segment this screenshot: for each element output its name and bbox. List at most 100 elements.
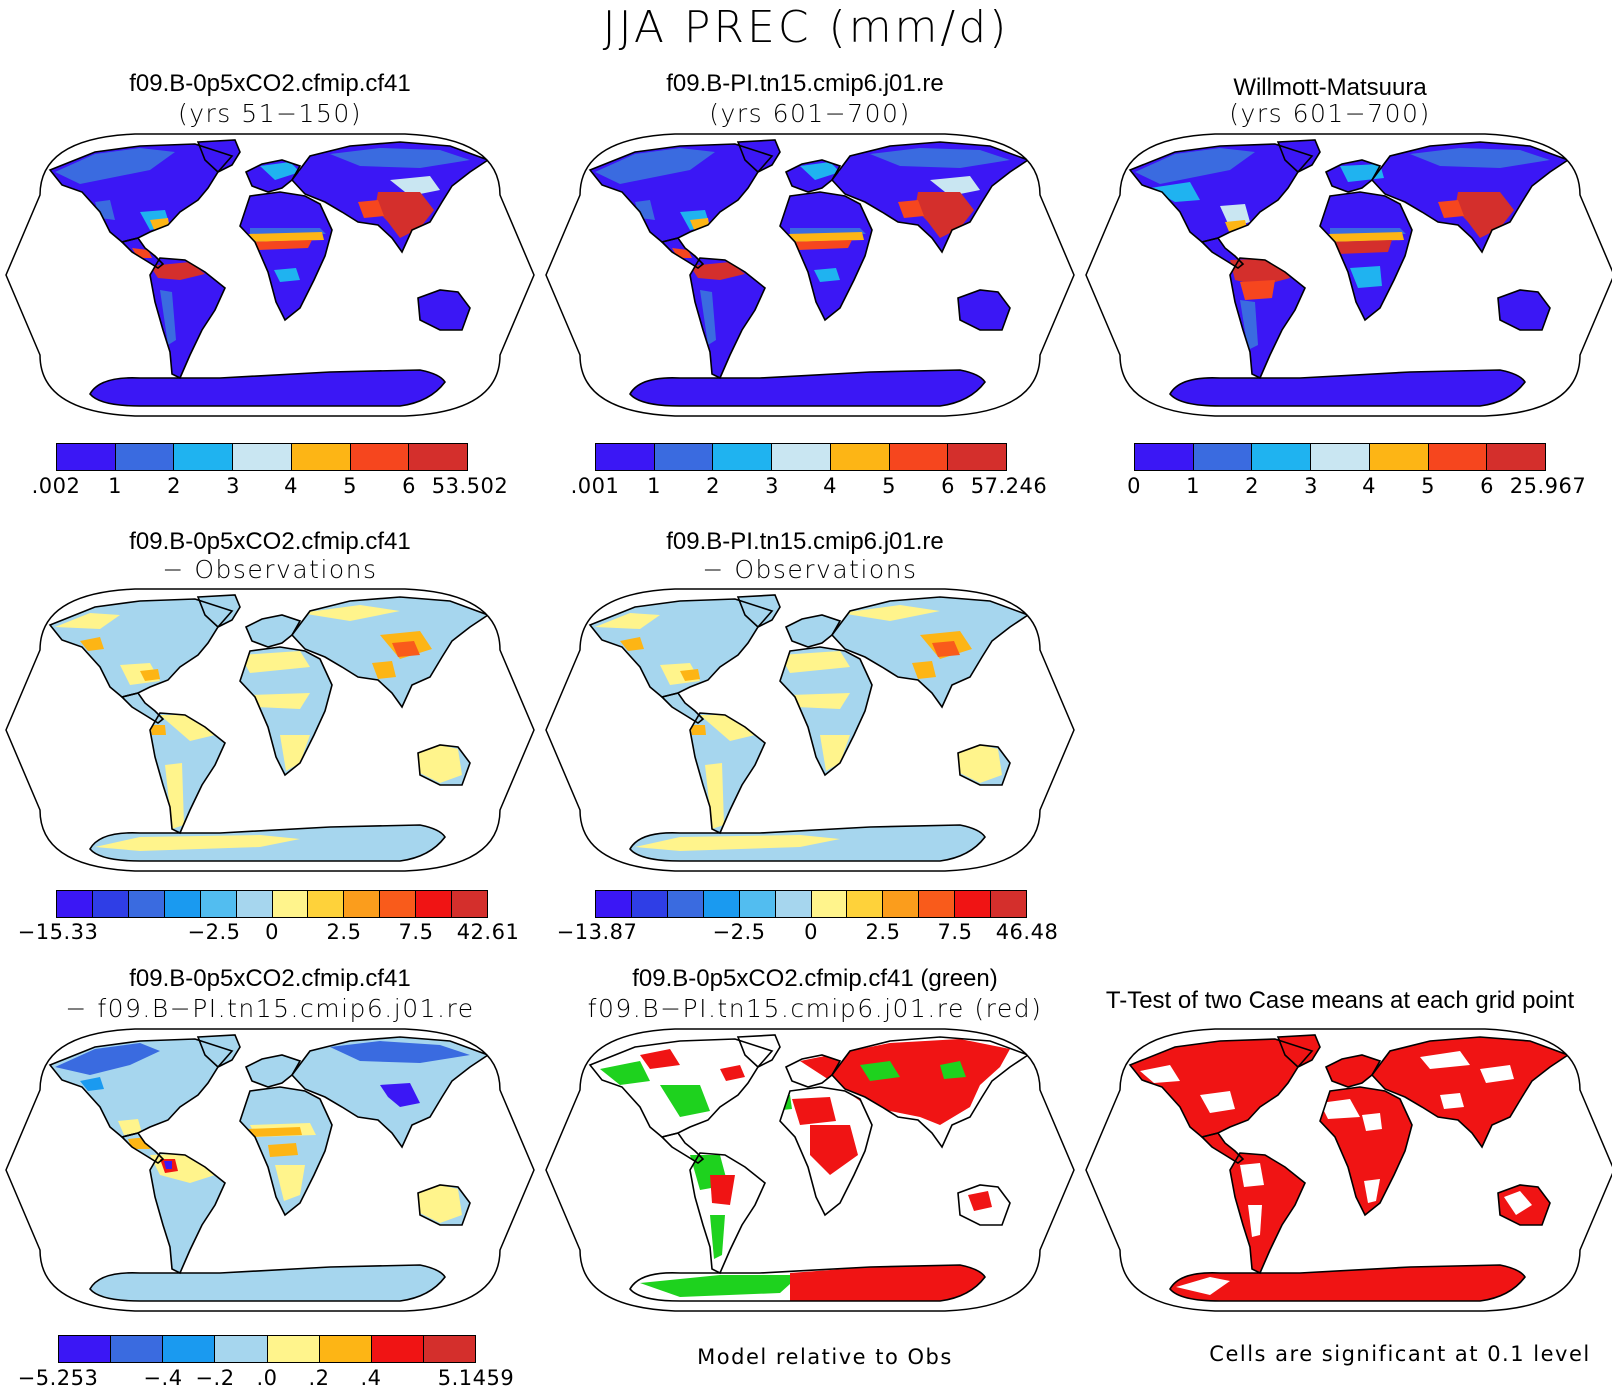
precip-region [80, 637, 104, 651]
colorbar-swatch [889, 444, 949, 470]
precip-region [1480, 1065, 1514, 1083]
precip-region [358, 200, 384, 218]
colorbar-swatch [811, 891, 848, 917]
coastline-au [1497, 1184, 1551, 1226]
map-frame [545, 1028, 1075, 1312]
panel-5-title: f09.B-PI.tn15.cmip6.j01.re [666, 528, 944, 555]
coastline-af [779, 191, 873, 322]
colorbar-4-label: −2.5 [187, 920, 241, 944]
coastline-an [629, 824, 986, 862]
coastline-gr [1276, 139, 1321, 173]
coastline-sa [149, 257, 226, 380]
colorbar-4-label: −15.33 [17, 920, 99, 944]
continent-as [1372, 1037, 1568, 1147]
coastline-af [239, 646, 333, 777]
colorbar-swatch [772, 444, 831, 470]
coastline-an [1169, 1264, 1526, 1302]
precip-region [55, 1043, 160, 1075]
colorbar-swatch [236, 891, 273, 917]
precip-region [1150, 182, 1200, 202]
coastline-ca [1200, 1132, 1245, 1164]
colorbar-swatch [59, 1336, 112, 1362]
colorbar-swatch [272, 891, 309, 917]
model-relative-note: Model relative to Obs [697, 1345, 953, 1369]
colorbar-swatch [128, 891, 165, 917]
colorbar-swatch [409, 444, 468, 470]
precip-region [1362, 1113, 1382, 1131]
colorbar-6-label: −.2 [195, 1366, 235, 1390]
coastline-gr [1276, 1034, 1321, 1068]
colorbar-swatch [57, 444, 116, 470]
precip-region [1330, 240, 1392, 254]
panel-1-subtitle: (yrs 51−150) [177, 99, 363, 128]
map-panel-6 [5, 1028, 535, 1312]
colorbar-1-label: 1 [108, 474, 122, 498]
coastline-sa [1229, 257, 1306, 380]
colorbar-3-label: 0 [1127, 474, 1141, 498]
precip-region [80, 1077, 104, 1091]
precip-region [246, 1127, 302, 1137]
map-frame [5, 133, 535, 417]
coastline-gr [736, 1034, 781, 1068]
coastline-gr [196, 594, 241, 628]
precip-region [790, 240, 852, 250]
coastline-ca [120, 692, 165, 724]
precip-region [260, 162, 300, 180]
continent-an [1170, 370, 1525, 406]
coastline-na [48, 143, 234, 243]
precip-region [870, 148, 1010, 168]
colorbar-4-label: 0 [265, 920, 279, 944]
coastline-ca [660, 237, 705, 269]
coastline-au [417, 744, 471, 786]
colorbar-swatch [847, 891, 884, 917]
coastline-gr [196, 139, 241, 173]
continent-af [1320, 192, 1412, 320]
colorbar-swatch [631, 891, 668, 917]
precip-region [790, 1265, 985, 1301]
precip-region [690, 725, 706, 735]
precip-region [930, 176, 980, 196]
map-frame [1085, 133, 1612, 417]
precip-region [710, 1215, 725, 1259]
precip-region [1240, 300, 1258, 350]
colorbar-3-label: 2 [1245, 474, 1259, 498]
colorbar-swatch [371, 1336, 424, 1362]
colorbar-5-label: 2.5 [865, 920, 901, 944]
precip-region [1240, 1163, 1264, 1187]
precip-region [932, 641, 960, 657]
continent-af [240, 192, 332, 320]
colorbar-swatch [233, 444, 292, 470]
colorbar-swatch [267, 1336, 320, 1362]
precip-region [330, 148, 470, 168]
colorbar-swatch [291, 444, 351, 470]
precip-region [710, 1175, 735, 1205]
colorbar-swatch [775, 891, 812, 917]
precip-region [330, 1041, 470, 1063]
coastline-na [588, 143, 774, 243]
colorbar-swatch [350, 444, 410, 470]
colorbar-swatch [883, 891, 920, 917]
precip-region [720, 1065, 745, 1081]
coastline-as [290, 141, 490, 254]
continent-af [780, 192, 872, 320]
colorbar-1-label: 53.502 [431, 474, 509, 498]
precip-region [820, 735, 850, 771]
continent-af [780, 647, 872, 775]
continent-au [1498, 290, 1550, 330]
precip-region [660, 1085, 710, 1117]
coastline-an [1169, 369, 1526, 407]
coastline-sa [689, 257, 766, 380]
precip-region [150, 725, 166, 735]
precip-region [640, 1049, 680, 1069]
colorbar-1-label: 6 [402, 474, 416, 498]
colorbar-swatch [92, 891, 129, 917]
precip-region [118, 1119, 142, 1135]
precip-region [814, 268, 840, 282]
coastline-na [588, 1038, 774, 1138]
colorbar-2-label: 3 [765, 474, 779, 498]
colorbar-4-label: 42.61 [456, 920, 520, 944]
precip-region [380, 1083, 420, 1107]
map-frame [1085, 1028, 1612, 1312]
precip-region [240, 651, 310, 673]
panel-7-title: f09.B-0p5xCO2.cfmip.cf41 (green) [632, 965, 998, 992]
